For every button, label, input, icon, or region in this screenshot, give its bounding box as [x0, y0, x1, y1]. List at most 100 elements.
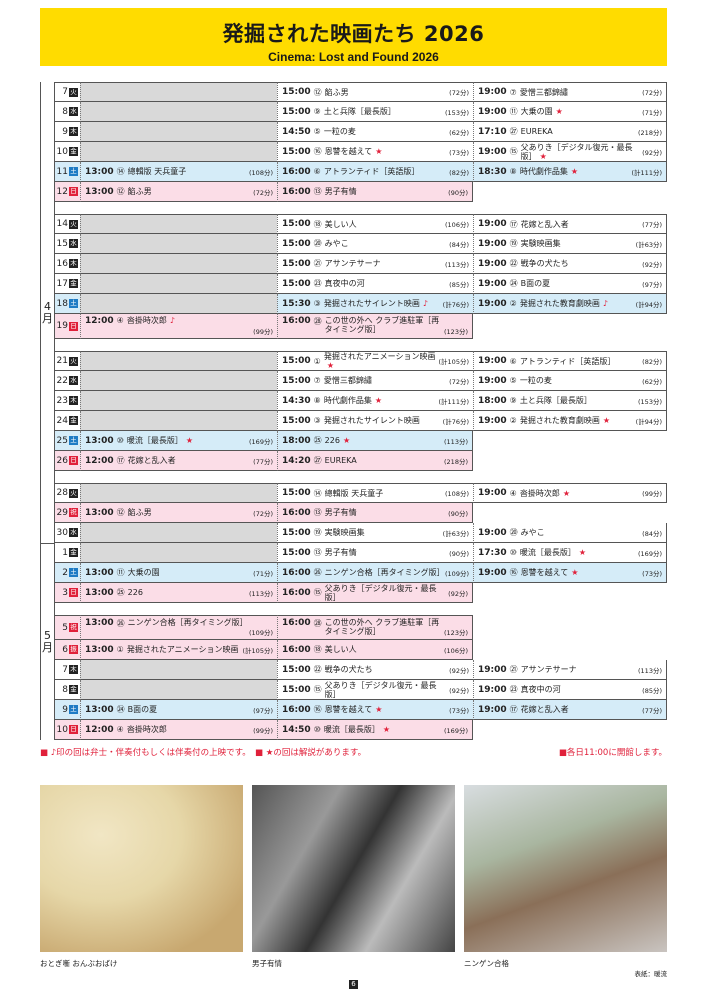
duration: (計105分)	[242, 646, 273, 655]
screening[interactable]: 12:00 ④ 沓掛時次郎 ♪ (99分)	[80, 314, 277, 339]
screening[interactable]: 15:00 ⑳ みやこ (84分)	[277, 234, 473, 254]
photo-caption: ニンゲン合格	[464, 959, 509, 968]
weekday-badge: 金	[69, 416, 78, 425]
screening[interactable]: 15:30 ③ 発掘されたサイレント映画 ♪ (計76分)	[277, 294, 473, 314]
screening[interactable]: 13:00 ⑩ 暖流［最長版］ ★ (169分)	[80, 431, 277, 451]
film-title: アトランティド［英語版］	[324, 167, 447, 176]
film-title: 真夜中の河	[521, 685, 641, 694]
film-number: ④	[116, 316, 124, 325]
screening[interactable]: 15:00 ⑨ 土と兵隊［最長版］ (153分)	[277, 102, 473, 122]
duration: (109分)	[249, 629, 273, 637]
screening-time: 13:00	[85, 704, 114, 715]
screening[interactable]: 15:00 ③ 発掘されたサイレント映画 (計76分)	[277, 411, 473, 431]
film-number: ㉒	[509, 259, 518, 268]
film-title-text: 発掘されたアニメーション映画	[323, 352, 436, 361]
screening[interactable]: 18:00 ⑨ 土と兵隊［最長版］ (153分)	[473, 391, 667, 411]
screening[interactable]: 19:00 ⑯ 恩讐を越えて ★ (73分)	[473, 563, 667, 583]
screening[interactable]: 13:00 ㉕ 226 (113分)	[80, 583, 277, 603]
screening[interactable]: 19:00 ② 発掘された教育劇映画 ★ (計94分)	[473, 411, 667, 431]
screening[interactable]: 16:00 ⑱ 美しい人 (106分)	[277, 640, 473, 660]
screening[interactable]: 19:00 ⑮ 父ありき［デジタル復元・最長版］ ★ (92分)	[473, 142, 667, 162]
screening-time: 15:00	[282, 219, 311, 229]
screening[interactable]: 13:00 ⑫ 餡ふ男 (72分)	[80, 182, 277, 202]
screening-time: 19:00	[478, 356, 507, 366]
screening[interactable]: 15:00 ⑲ 実験映画集 (計63分)	[277, 523, 473, 543]
screening[interactable]: 19:00 ⑤ 一粒の麦 (62分)	[473, 371, 667, 391]
screening[interactable]: 18:00 ㉕ 226 ★ (113分)	[277, 431, 473, 451]
screening[interactable]: 15:00 ⑫ 餡ふ男 (72分)	[277, 82, 473, 102]
screening[interactable]: 15:00 ⑯ 恩讐を越えて ★ (73分)	[277, 142, 473, 162]
screening[interactable]: 13:00 ⑭ 總輯版 天兵童子 (108分)	[80, 162, 277, 182]
film-title: 父ありき［デジタル復元・最長版］	[325, 584, 447, 602]
film-title: 戦争の犬たち	[521, 259, 641, 268]
screening[interactable]: 14:50 ⑤ 一粒の麦 (62分)	[277, 122, 473, 142]
duration: (99分)	[642, 490, 662, 498]
screening[interactable]: 18:30 ⑧ 時代劇作品集 ★ (計111分)	[473, 162, 667, 182]
film-title-text: 男子有情	[324, 187, 357, 196]
film-title: 発掘された教育劇映画 ★	[520, 416, 634, 425]
screening[interactable]: 15:00 ⑬ 男子有情 (90分)	[277, 543, 473, 563]
screening[interactable]: 19:00 ⑳ みやこ (84分)	[473, 523, 667, 543]
film-title-text: 父ありき［デジタル復元・最長版］	[324, 583, 437, 602]
screening[interactable]: 13:00 ① 発掘されたアニメーション映画 (計105分)	[80, 640, 277, 660]
screening[interactable]: 16:00 ⑬ 男子有情 (90分)	[277, 503, 473, 523]
screening[interactable]: 15:00 ① 発掘されたアニメーション映画★ (計105分)	[277, 351, 473, 371]
film-title-text: ニンゲン合格［再タイミング版］	[324, 568, 444, 577]
screening[interactable]: 19:00 ⑰ 花嫁と乱入者 (77分)	[473, 214, 667, 234]
screening[interactable]: 13:00 ⑪ 大乗の園 (71分)	[80, 563, 277, 583]
screening[interactable]: 15:00 ⑮ 父ありき［デジタル復元・最長版］ (92分)	[277, 680, 473, 700]
screening[interactable]: 12:00 ④ 沓掛時次郎 (99分)	[80, 720, 277, 740]
month-number: 5	[44, 628, 51, 642]
screening[interactable]: 14:50 ⑩ 暖流［最長版］ ★ (169分)	[277, 720, 473, 740]
screening[interactable]: 17:10 ㉗ EUREKA (218分)	[473, 122, 667, 142]
screening[interactable]: 19:00 ② 発掘された教育劇映画 ♪ (計94分)	[473, 294, 667, 314]
screening[interactable]: 15:00 ⑦ 愛憎三都錦繡 (72分)	[277, 371, 473, 391]
screening-time: 16:00	[282, 587, 311, 598]
film-number: ④	[509, 488, 517, 498]
screening[interactable]: 16:00 ⑮ 父ありき［デジタル復元・最長版］ (92分)	[277, 583, 473, 603]
screening[interactable]: 13:00 ㉔ B面の夏 (97分)	[80, 700, 277, 720]
no-screening	[80, 680, 277, 700]
legend-notes: ■ ♪印の回は弁士・伴奏付もしくは伴奏付の上映です。 ■ ★の回は解説があります…	[40, 746, 667, 758]
film-title: EUREKA	[521, 127, 636, 136]
weekday-badge: 日	[69, 725, 78, 734]
day-number: 16	[56, 258, 68, 269]
screening[interactable]: 16:00 ⑬ 男子有情 (90分)	[277, 182, 473, 202]
screening[interactable]: 15:00 ⑱ 美しい人 (106分)	[277, 214, 473, 234]
screening[interactable]: 14:20 ㉗ EUREKA (218分)	[277, 451, 473, 471]
screening[interactable]: 19:00 ④ 沓掛時次郎 ★ (99分)	[473, 483, 667, 503]
screening[interactable]: 14:30 ⑧ 時代劇作品集 ★ (計111分)	[277, 391, 473, 411]
film-number: ⑰	[509, 219, 518, 229]
weekday-badge: 火	[69, 219, 78, 229]
screening-time: 15:00	[282, 375, 311, 386]
screening[interactable]: 19:00 ⑪ 大乗の園 ★ (71分)	[473, 102, 667, 122]
screening[interactable]: 19:00 ⑲ 実験映画集 (計63分)	[473, 234, 667, 254]
screening[interactable]: 19:00 ⑰ 花嫁と乱入者 (77分)	[473, 700, 667, 720]
screening[interactable]: 13:00 ⑫ 餡ふ男 (72分)	[80, 503, 277, 523]
screening[interactable]: 19:00 ⑥ アトランティド［英語版］ (82分)	[473, 351, 667, 371]
screening[interactable]: 16:00 ⑥ アトランティド［英語版］ (82分)	[277, 162, 473, 182]
screening[interactable]: 15:00 ⑭ 總輯版 天兵童子 (108分)	[277, 483, 473, 503]
film-title: 大乗の園	[128, 568, 252, 577]
film-title-text: 戦争の犬たち	[520, 259, 569, 268]
film-number: ⑲	[509, 239, 518, 248]
film-number: ⑳	[509, 528, 518, 537]
day-number: 26	[56, 455, 68, 466]
screening[interactable]: 16:00 ⑯ 恩讐を越えて ★ (73分)	[277, 700, 473, 720]
film-title: 発掘されたサイレント映画 ♪	[324, 299, 441, 308]
screening[interactable]: 19:00 ⑦ 愛憎三都錦繡 (72分)	[473, 82, 667, 102]
screening[interactable]: 17:30 ⑩ 暖流［最長版］ ★ (169分)	[473, 543, 667, 563]
day-number: 12	[56, 186, 68, 197]
screening[interactable]: 19:00 ㉔ B面の夏 (97分)	[473, 274, 667, 294]
screening[interactable]: 12:00 ⑰ 花嫁と乱入者 (77分)	[80, 451, 277, 471]
